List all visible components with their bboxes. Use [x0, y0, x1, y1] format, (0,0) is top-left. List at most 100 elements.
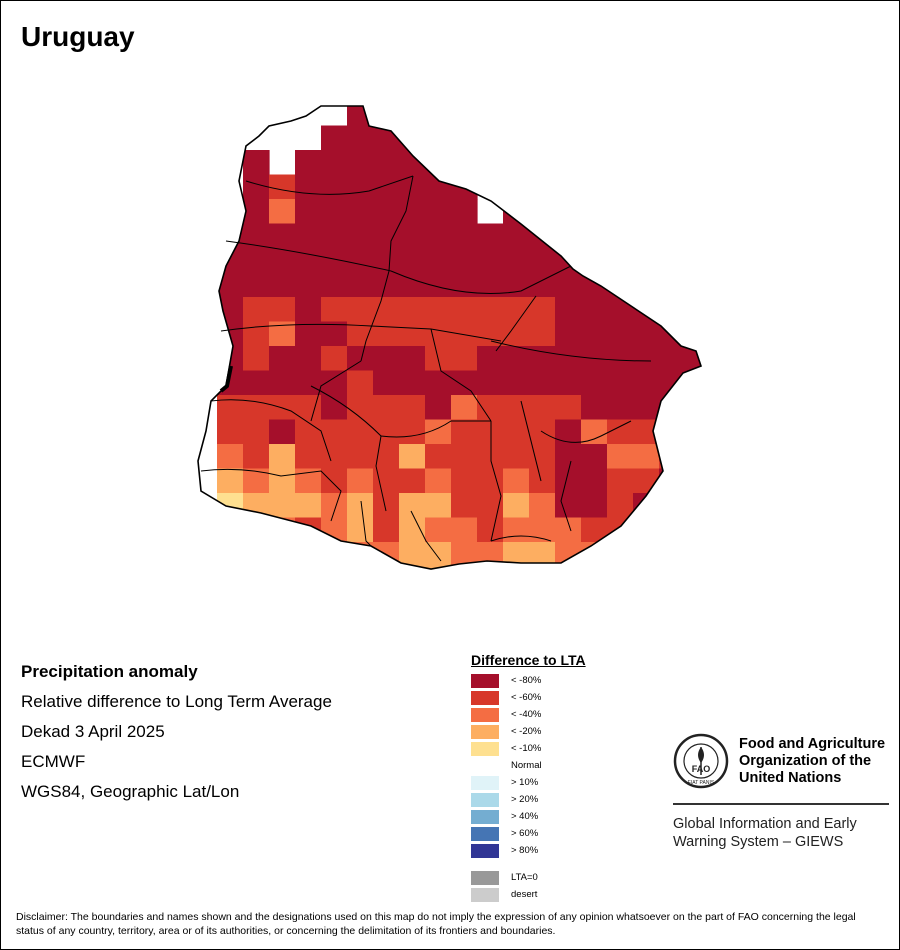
grid-cell [529, 223, 556, 249]
info-line-2: Dekad 3 April 2025 [21, 722, 165, 741]
grid-cell [581, 395, 608, 421]
grid-cell [451, 468, 478, 494]
grid-cell [503, 395, 530, 421]
anomaly-grid [217, 106, 701, 569]
grid-cell [399, 444, 426, 470]
grid-cell [425, 444, 452, 470]
legend-item-row: > 80% [471, 842, 586, 859]
grid-cell [399, 321, 426, 347]
grid-cell [217, 419, 244, 445]
grid-cell [399, 370, 426, 396]
grid-cell [555, 419, 582, 445]
fao-org-line-3: United Nations [739, 769, 842, 786]
grid-cell [399, 395, 426, 421]
grid-cell [477, 346, 504, 372]
anomaly-map[interactable] [191, 101, 711, 591]
map-info: Precipitation anomaly Relative differenc… [21, 657, 332, 807]
grid-cell [529, 370, 556, 396]
legend-item-label: < -10% [511, 743, 542, 754]
grid-cell [451, 346, 478, 372]
grid-cell [581, 468, 608, 494]
grid-cell [347, 125, 374, 151]
grid-cell [451, 395, 478, 421]
giews-name: Global Information and Early Warning Sys… [673, 815, 889, 851]
grid-cell [295, 199, 322, 225]
grid-cell [581, 419, 608, 445]
grid-cell [295, 493, 322, 519]
grid-cell [581, 444, 608, 470]
grid-cell [607, 566, 634, 569]
grid-cell [503, 468, 530, 494]
anomaly-map-canvas [197, 105, 702, 570]
grid-cell [399, 199, 426, 225]
grid-cell [399, 272, 426, 298]
grid-cell [425, 174, 452, 200]
grid-cell [243, 272, 270, 298]
grid-cell [321, 517, 348, 543]
grid-cell [295, 419, 322, 445]
grid-cell [633, 542, 660, 568]
info-line-1: Relative difference to Long Term Average [21, 692, 332, 711]
grid-cell [321, 150, 348, 176]
grid-cell [529, 493, 556, 519]
grid-cell [347, 106, 374, 127]
legend-item-swatch [471, 775, 499, 790]
legend-item-label: Normal [511, 760, 542, 771]
grid-cell [633, 321, 660, 347]
grid-cell [399, 297, 426, 323]
grid-cell [581, 566, 608, 569]
grid-cell [529, 468, 556, 494]
grid-cell [399, 419, 426, 445]
grid-cell [607, 542, 634, 568]
grid-cell [503, 248, 530, 274]
grid-cell [685, 444, 701, 470]
grid-cell [347, 297, 374, 323]
grid-cell [425, 321, 452, 347]
grid-cell [451, 297, 478, 323]
grid-cell [321, 125, 348, 151]
grid-cell [217, 444, 244, 470]
grid-cell [217, 395, 244, 421]
grid-cell [321, 444, 348, 470]
grid-cell [503, 566, 530, 569]
grid-cell [503, 272, 530, 298]
grid-cell [399, 223, 426, 249]
grid-cell [503, 370, 530, 396]
grid-cell [373, 566, 400, 569]
grid-cell [477, 297, 504, 323]
grid-cell [451, 517, 478, 543]
grid-cell [243, 223, 270, 249]
grid-cell [347, 419, 374, 445]
grid-cell [243, 199, 270, 225]
grid-cell [373, 395, 400, 421]
grid-cell [581, 370, 608, 396]
grid-cell [685, 321, 701, 347]
grid-cell [295, 542, 322, 568]
grid-cell [321, 542, 348, 568]
grid-cell [451, 321, 478, 347]
giews-line-1: Global Information and Early [673, 816, 857, 832]
grid-cell [503, 297, 530, 323]
grid-cell [295, 444, 322, 470]
grid-cell [269, 493, 296, 519]
info-line-4: WGS84, Geographic Lat/Lon [21, 782, 240, 801]
grid-cell [555, 517, 582, 543]
grid-cell [451, 419, 478, 445]
grid-cell [425, 199, 452, 225]
legend-item-swatch [471, 673, 499, 688]
grid-cell [321, 321, 348, 347]
legend-item-label: < -60% [511, 692, 542, 703]
grid-cell [555, 272, 582, 298]
grid-cell [477, 566, 504, 569]
grid-cell [607, 395, 634, 421]
grid-cell [633, 370, 660, 396]
legend-item-label: > 40% [511, 811, 539, 822]
grid-cell [425, 566, 452, 569]
grid-cell [555, 493, 582, 519]
grid-cell [529, 174, 556, 200]
grid-cell [659, 346, 686, 372]
legend-item-row: < -20% [471, 723, 586, 740]
fao-divider [673, 803, 889, 805]
grid-cell [581, 321, 608, 347]
